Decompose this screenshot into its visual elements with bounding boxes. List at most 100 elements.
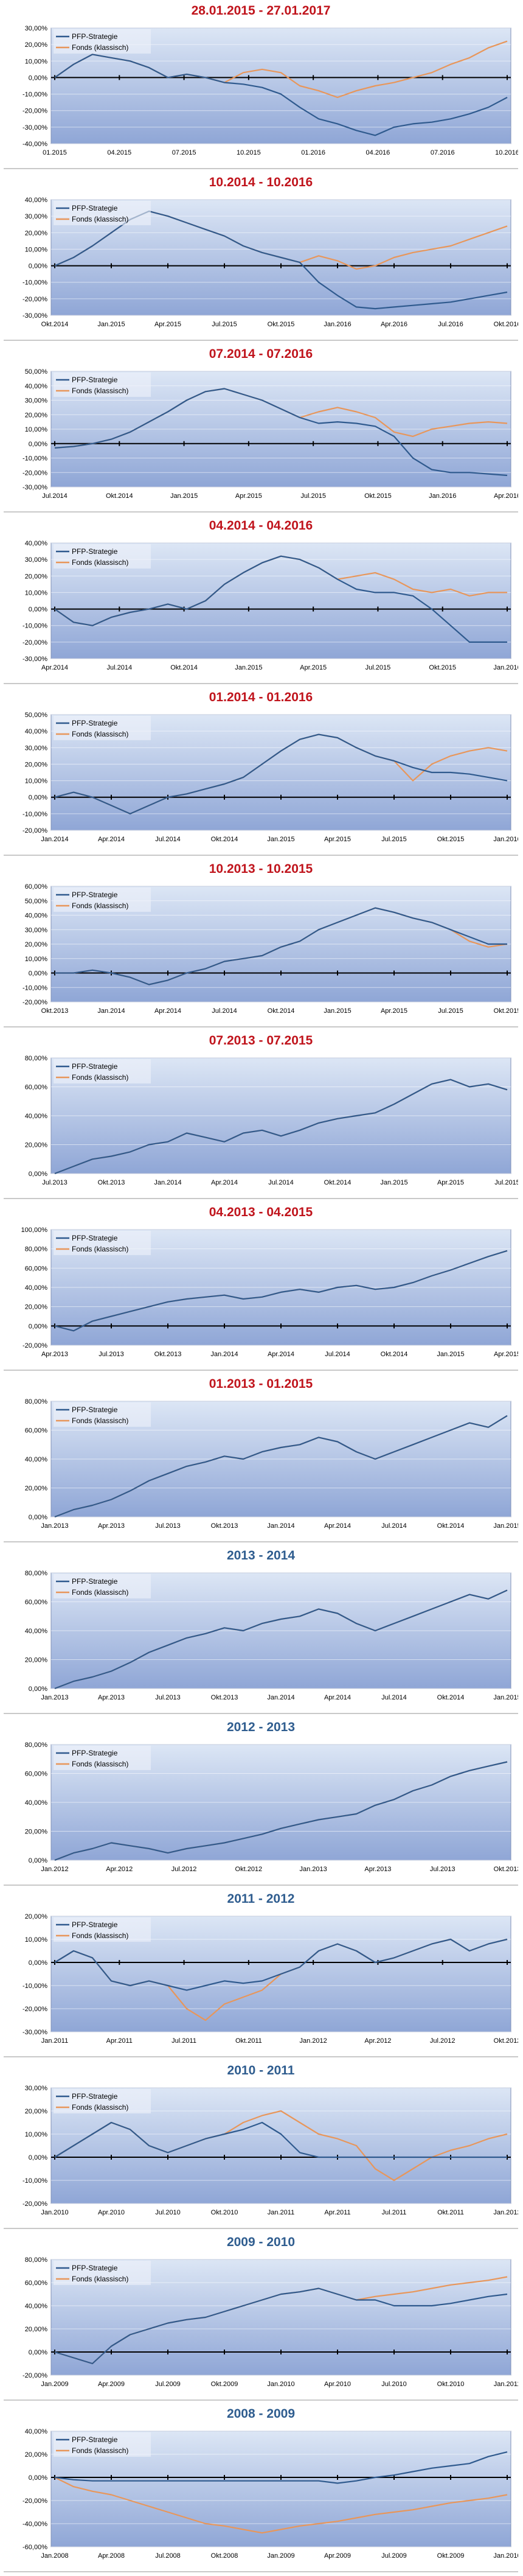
chart-plot: -40,00% -30,00% -20,00% -10,00% 0,00% 10,00% 2… — [23, 25, 518, 156]
y-tick-label: 50,00% — [25, 368, 48, 376]
y-tick-label: -20,00% — [23, 1342, 47, 1349]
series-line-pfp — [54, 733, 508, 814]
series-line-pfp — [54, 1415, 508, 1518]
y-tick-label: 60,00% — [25, 1427, 48, 1435]
x-tick-label: Jan.2011 — [268, 2209, 294, 2216]
y-tick-label: 30,00% — [25, 213, 48, 220]
x-tick-label: 01.2016 — [301, 149, 325, 156]
x-tick-label: Jul.2009 — [155, 2381, 181, 2388]
y-tick-label: 0,00% — [29, 1685, 47, 1693]
y-tick-label: 10,00% — [25, 1936, 48, 1944]
chart-plot: -30,00% -20,00% -10,00% 0,00% 10,00% 20,00% Ja… — [23, 1913, 518, 2045]
chart-title: 10.2014 - 10.2016 — [209, 175, 313, 189]
chart-panel: 10.2013 - 10.2015 -20,00% -10,00% 0,00% 10,0… — [4, 858, 518, 1027]
y-tick-label: -10,00% — [23, 1983, 47, 1990]
x-tick-label: Apr.2015 — [154, 321, 181, 328]
x-tick-label: Apr.2015 — [494, 1351, 518, 1358]
y-tick-label: -20,00% — [23, 296, 47, 303]
chart-plot: -20,00% 0,00% 20,00% 40,00% 60,00% 80,00% 100,… — [21, 1227, 518, 1358]
x-tick-label: Jan.2015 — [170, 492, 198, 500]
y-tick-label: -10,00% — [23, 455, 47, 463]
x-tick-label: Jan.2012 — [493, 2209, 518, 2216]
chart-title: 2010 - 2011 — [227, 2063, 295, 2077]
y-tick-label: 40,00% — [25, 540, 48, 547]
x-tick-label: Okt.2014 — [41, 321, 69, 328]
y-tick-label: 10,00% — [25, 956, 48, 963]
x-tick-label: Okt.2009 — [211, 2381, 238, 2388]
chart-plot: -30,00% -20,00% -10,00% 0,00% 10,00% 20,00% 30… — [23, 197, 518, 328]
x-tick-label: Apr.2016 — [381, 321, 407, 328]
series-line-pfp — [55, 907, 507, 985]
x-tick-label: Jul.2013 — [42, 1179, 68, 1186]
x-tick-label: Jan.2014 — [267, 1522, 294, 1530]
y-tick-label: 20,00% — [25, 1829, 48, 1836]
x-tick-label: Apr.2008 — [98, 2552, 125, 2560]
chart-panel: 28.01.2015 - 27.01.2017 -40,00% -30,00% -20… — [4, 0, 518, 169]
y-tick-label: 40,00% — [25, 1628, 48, 1635]
legend-label: PFP-Strategie — [72, 891, 118, 899]
x-tick-label: Jul.2013 — [430, 1866, 455, 1873]
x-tick-label: Okt.2010 — [211, 2209, 238, 2216]
x-tick-label: Jan.2015 — [324, 1007, 351, 1015]
x-tick-label: Jan.2010 — [267, 2381, 294, 2388]
chart-plot: 0,00% 20,00% 40,00% 60,00% 80,00% Jan.2013 Apr… — [25, 1398, 518, 1530]
chart-title: 04.2014 - 04.2016 — [209, 519, 313, 533]
y-tick-label: -20,00% — [23, 999, 47, 1006]
y-tick-label: 20,00% — [25, 1485, 48, 1493]
chart-plot: -20,00% -10,00% 0,00% 10,00% 20,00% 30,00% 40,… — [23, 883, 518, 1015]
x-tick-label: Jul.2015 — [438, 1007, 463, 1015]
series-line-pfp — [54, 1589, 508, 1690]
x-tick-label: Jul.2013 — [155, 1694, 181, 1701]
y-tick-label: 0,00% — [29, 1323, 47, 1330]
x-tick-label: Okt.2012 — [235, 1866, 263, 1873]
y-tick-label: -30,00% — [23, 312, 47, 320]
y-tick-label: -30,00% — [23, 656, 47, 663]
x-tick-label: Jul.2014 — [212, 1007, 237, 1015]
x-tick-label: Jan.2015 — [493, 1522, 518, 1530]
x-tick-label: Okt.2015 — [494, 1007, 518, 1015]
legend-label: PFP-Strategie — [72, 2264, 118, 2272]
y-tick-label: 20,00% — [25, 1657, 48, 1664]
x-tick-label: Okt.2014 — [437, 1522, 465, 1530]
x-tick-label: 04.2016 — [366, 149, 390, 156]
y-tick-label: 40,00% — [25, 728, 48, 735]
legend-box — [54, 2089, 151, 2113]
legend-label: PFP-Strategie — [72, 1577, 118, 1586]
x-tick-label: Jan.2014 — [41, 836, 68, 843]
y-tick-label: 50,00% — [25, 712, 48, 719]
x-tick-label: 07.2015 — [172, 149, 196, 156]
y-tick-label: -40,00% — [23, 2521, 47, 2528]
chart-title: 01.2014 - 01.2016 — [209, 690, 313, 704]
legend-box — [54, 716, 151, 740]
series-line-pfp — [54, 1761, 508, 1861]
x-tick-label: Okt.2010 — [437, 2381, 465, 2388]
chart-panel: 07.2013 - 07.2015 0,00% 20,00% 40,00% 60,00%… — [4, 1030, 518, 1199]
y-tick-label: 30,00% — [25, 926, 48, 934]
y-tick-label: 60,00% — [25, 1771, 48, 1778]
x-tick-label: Jan.2012 — [41, 1866, 68, 1873]
x-tick-label: Jan.2015 — [267, 836, 294, 843]
y-tick-label: 30,00% — [25, 744, 48, 752]
x-tick-label: Okt.2013 — [211, 1694, 238, 1701]
x-tick-label: Jan.2015 — [380, 1179, 407, 1186]
y-tick-label: 60,00% — [25, 1084, 48, 1091]
chart-title: 2009 - 2010 — [226, 2235, 296, 2249]
x-tick-label: Jan.2012 — [300, 2037, 327, 2045]
y-tick-label: 30,00% — [25, 2085, 48, 2092]
series-line-pfp — [54, 1938, 508, 1991]
x-tick-label: Apr.2015 — [437, 1179, 464, 1186]
y-tick-label: 20,00% — [25, 573, 48, 580]
x-tick-label: Okt.2011 — [235, 2037, 262, 2045]
legend-label: PFP-Strategie — [72, 547, 118, 556]
x-tick-label: Apr.2014 — [268, 1351, 294, 1358]
series-line-pfp — [54, 2287, 508, 2365]
chart-title: 07.2013 - 07.2015 — [209, 1034, 313, 1048]
chart-panel: 2010 - 2011 -20,00% -10,00% 0,00% 10,00% 20,0… — [4, 2060, 518, 2229]
y-tick-label: 0,00% — [29, 606, 47, 614]
x-tick-label: Jul.2014 — [268, 1179, 294, 1186]
x-tick-label: Jul.2012 — [430, 2037, 455, 2045]
legend-box — [54, 1059, 151, 1083]
y-tick-label: 0,00% — [29, 2154, 47, 2161]
legend-label: PFP-Strategie — [72, 2092, 118, 2101]
x-tick-label: Okt.2008 — [211, 2552, 238, 2560]
